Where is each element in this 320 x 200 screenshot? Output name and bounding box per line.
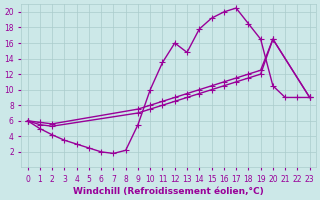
X-axis label: Windchill (Refroidissement éolien,°C): Windchill (Refroidissement éolien,°C) (73, 187, 264, 196)
